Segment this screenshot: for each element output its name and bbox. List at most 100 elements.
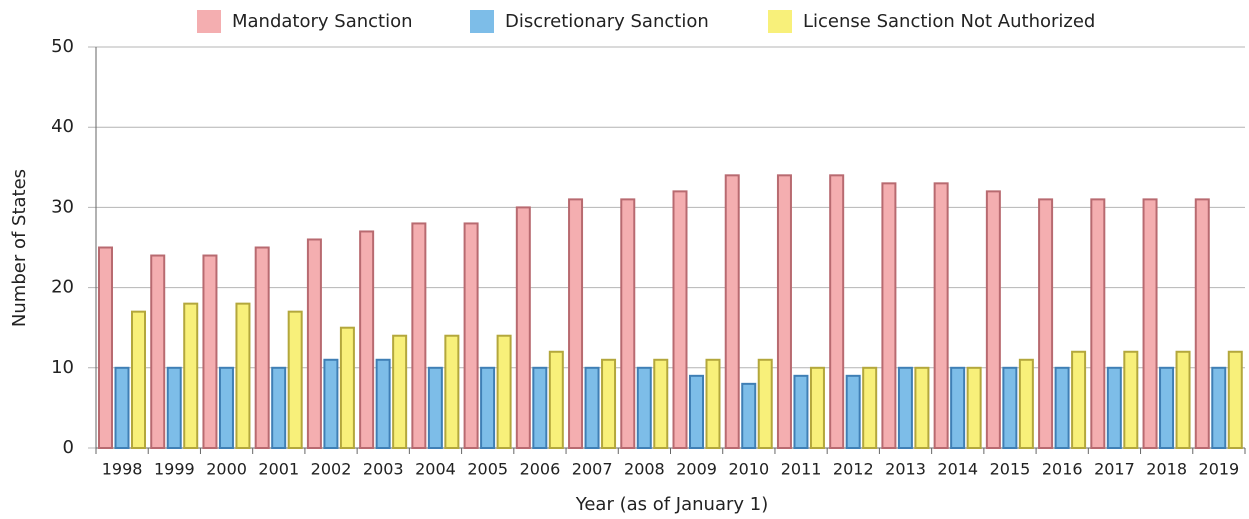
bar — [620, 198, 636, 449]
bar — [411, 222, 427, 449]
bar — [757, 358, 773, 449]
y-tick-label: 0 — [63, 437, 74, 458]
bar — [1142, 198, 1158, 449]
bar — [1194, 198, 1210, 449]
bar — [427, 366, 443, 449]
bar — [359, 230, 375, 449]
y-tick-label: 30 — [51, 196, 74, 217]
bar — [568, 198, 584, 449]
bar — [114, 366, 130, 449]
bar — [776, 174, 792, 449]
legend-swatch — [470, 10, 494, 33]
bar — [271, 366, 287, 449]
bar — [183, 302, 199, 450]
bar — [131, 310, 146, 449]
bar — [1054, 366, 1070, 449]
y-axis-title: Number of States — [9, 169, 30, 327]
y-tick-label: 50 — [51, 36, 74, 57]
bar — [689, 374, 704, 450]
x-tick-label: 2009 — [676, 460, 717, 479]
bar — [1106, 366, 1122, 449]
x-tick-label: 2001 — [258, 460, 299, 479]
x-tick-label: 2013 — [885, 460, 926, 479]
x-tick-label: 2008 — [624, 460, 665, 479]
bar — [480, 366, 496, 449]
legend-label: License Sanction Not Authorized — [803, 11, 1095, 32]
x-tick-label: 2010 — [728, 460, 769, 479]
bar — [950, 366, 966, 449]
bar — [392, 334, 408, 449]
bar — [150, 254, 166, 449]
bar — [741, 382, 757, 449]
bar — [1038, 198, 1054, 449]
bar — [218, 366, 234, 449]
bar — [1159, 366, 1175, 449]
legend-swatch — [768, 10, 792, 33]
bar — [532, 366, 548, 449]
bar — [1018, 358, 1034, 449]
x-tick-label: 2004 — [415, 460, 456, 479]
bar — [375, 358, 391, 449]
bar — [287, 310, 303, 449]
bar — [339, 326, 355, 450]
bar — [881, 182, 897, 449]
x-tick-label: 2017 — [1094, 460, 1135, 479]
x-tick-label: 2014 — [937, 460, 978, 479]
x-tick-label: 2019 — [1199, 460, 1240, 479]
bar — [636, 366, 652, 449]
x-tick-label: 2012 — [833, 460, 874, 479]
x-tick-label: 2005 — [467, 460, 508, 479]
bar — [323, 358, 339, 449]
bar — [845, 374, 861, 450]
bar — [862, 366, 878, 449]
x-tick-label: 2000 — [206, 460, 247, 479]
bar — [235, 302, 251, 450]
x-axis-title: Year (as of January 1) — [575, 494, 769, 515]
bar — [548, 350, 564, 450]
x-tick-label: 2003 — [363, 460, 404, 479]
bar — [672, 190, 688, 450]
bar — [1123, 350, 1139, 450]
x-tick-label: 2007 — [572, 460, 613, 479]
bar — [793, 374, 809, 450]
bar — [1071, 350, 1087, 450]
legend-label: Discretionary Sanction — [505, 11, 709, 32]
x-tick-label: 2002 — [311, 460, 352, 479]
bar — [254, 246, 270, 449]
legend-label: Mandatory Sanction — [232, 11, 413, 32]
x-tick-label: 1998 — [102, 460, 143, 479]
x-tick-label: 2016 — [1042, 460, 1083, 479]
bar — [1090, 198, 1106, 449]
y-tick-label: 10 — [51, 357, 74, 378]
x-tick-label: 2011 — [781, 460, 822, 479]
bar — [933, 182, 949, 449]
bar — [1211, 366, 1227, 449]
bar — [809, 366, 825, 449]
bar — [166, 366, 182, 449]
bar — [306, 238, 322, 449]
x-tick-label: 1999 — [154, 460, 195, 479]
bar — [966, 366, 982, 449]
y-tick-label: 20 — [51, 277, 74, 298]
x-tick-label: 2006 — [520, 460, 561, 479]
bar — [444, 334, 460, 449]
bar — [584, 366, 600, 449]
bar — [1175, 350, 1191, 450]
bar — [463, 222, 479, 449]
bar — [1002, 366, 1018, 449]
bar — [914, 366, 930, 449]
bar — [601, 358, 617, 449]
bar — [1227, 350, 1243, 450]
legend-swatch — [197, 10, 221, 33]
bar — [985, 190, 1001, 450]
bar — [653, 358, 669, 449]
bar — [496, 334, 512, 449]
bar — [202, 254, 218, 449]
bar — [829, 174, 845, 449]
x-tick-label: 2018 — [1146, 460, 1187, 479]
bar — [98, 246, 113, 449]
bar — [724, 174, 740, 449]
y-tick-label: 40 — [51, 116, 74, 137]
x-tick-label: 2015 — [990, 460, 1031, 479]
